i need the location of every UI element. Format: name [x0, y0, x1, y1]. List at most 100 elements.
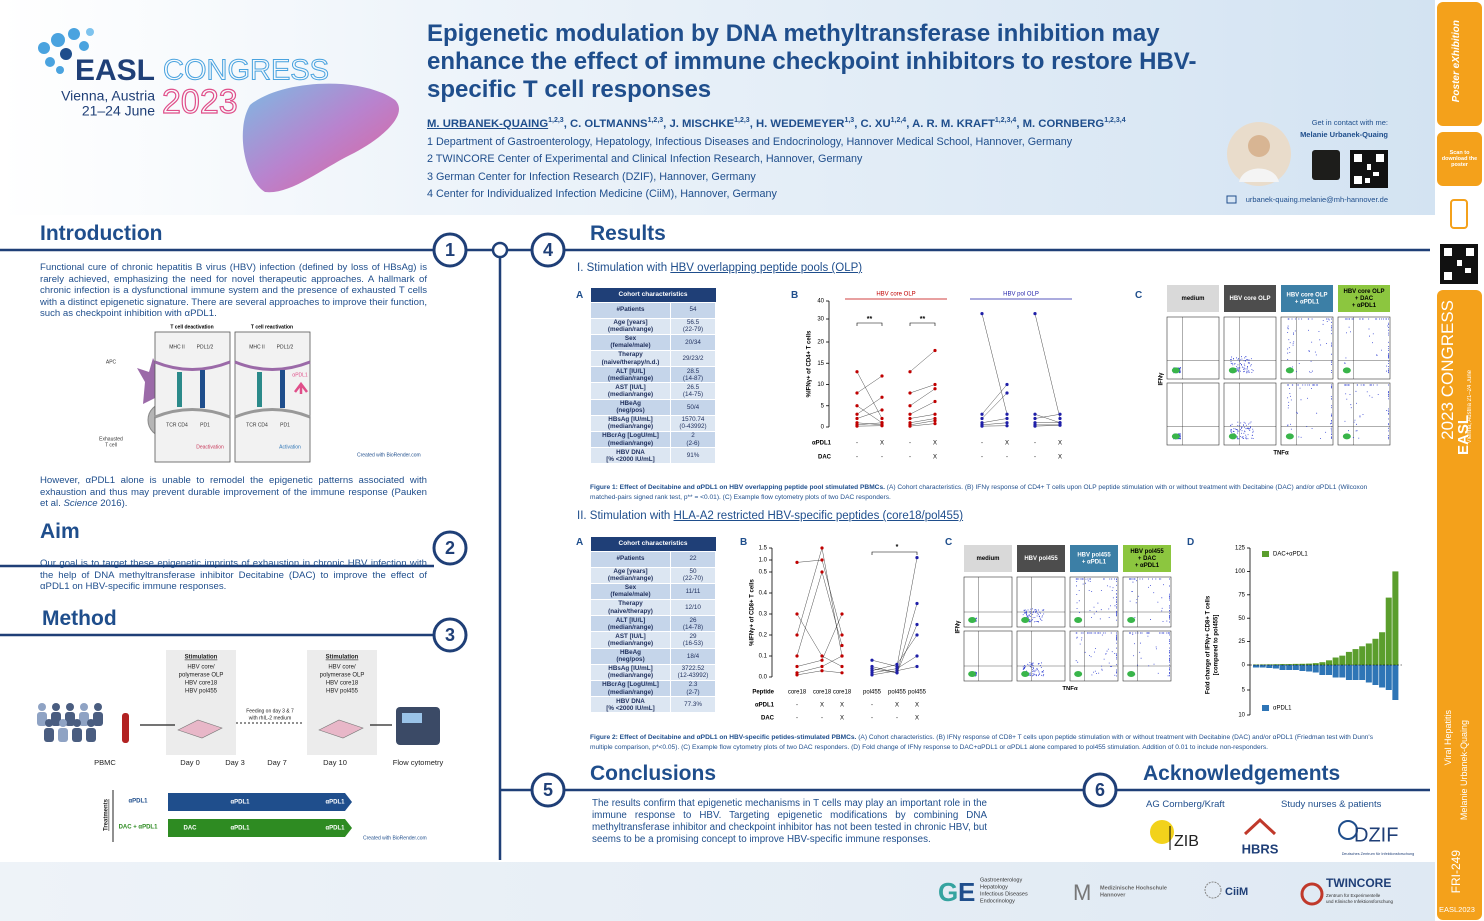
donor-point: [795, 654, 799, 658]
cell-line: 28.5: [686, 367, 700, 375]
donor-point: [880, 424, 884, 428]
flow-events: [1022, 608, 1045, 623]
section-number: 6: [1095, 780, 1105, 800]
mail-icon: [1226, 195, 1237, 204]
donor-point: [855, 424, 859, 428]
bar: [1385, 665, 1392, 690]
bar: [1326, 660, 1333, 665]
donor-point: [908, 416, 912, 421]
condition-box: [1281, 285, 1333, 312]
condition-box: [1338, 285, 1390, 312]
donor-link: [909, 420, 936, 426]
person-body: [44, 728, 54, 742]
table-row: HBsAg [IU/mL] (median/range) 3722.52 (12-43…: [590, 663, 716, 682]
well-plate: [318, 719, 364, 739]
condition-title: HBV core OLP: [1229, 296, 1270, 302]
treatment-band: [168, 793, 352, 811]
bar: [1259, 664, 1266, 665]
cell-line: HBV DNA: [616, 697, 645, 705]
donor-point: [915, 633, 919, 637]
footer-logo-text: Infectious Diseases: [980, 891, 1028, 897]
condition-box: [1123, 545, 1171, 572]
person-head: [52, 703, 60, 711]
cell-line: 11/11: [685, 587, 701, 595]
flow-events: [1075, 632, 1117, 677]
donor-point: [895, 662, 899, 666]
author-name: J. MISCHKE: [669, 117, 735, 130]
figure-label: HBV core18: [185, 681, 218, 687]
flow-events: [1129, 632, 1170, 677]
row-label: αPDL1: [755, 703, 775, 709]
liver-image: [242, 83, 399, 193]
person-head: [87, 719, 95, 727]
author-name: M. URBANEK-QUAING: [427, 117, 549, 130]
logo-hexagons: [38, 28, 94, 74]
donor-point: [1033, 412, 1037, 416]
twincore-icon: [1300, 882, 1324, 906]
flow-events: [1287, 384, 1332, 439]
synapse-box: [234, 331, 311, 463]
bar: [1319, 665, 1326, 675]
cell-line: 1570.74: [681, 416, 705, 424]
table-row: AST [IU/L] (median/range) 29 (16-53): [590, 631, 716, 649]
table-cell: 20/34: [670, 333, 716, 352]
donor-link: [796, 660, 823, 667]
section-badge: [432, 530, 468, 566]
donor-point: [1058, 423, 1062, 427]
table-cell: 54: [670, 301, 716, 319]
table-row: AST [IU/L] (median/range) 26.5 (14-75): [590, 382, 716, 400]
bar: [1312, 665, 1319, 673]
poster-title: Epigenetic modulation by DNA methyltrans…: [427, 20, 1197, 103]
table-cell: 91%: [670, 447, 716, 465]
figure-label: αPDL1: [325, 800, 345, 806]
cell-line: (14-78): [682, 623, 704, 631]
bar: [1339, 665, 1346, 678]
table-cell: 22: [670, 550, 716, 568]
table-cell: HBsAg [IU/mL] (median/range): [590, 663, 671, 682]
table-row: Sex (female/male) 20/34: [590, 333, 716, 352]
row-mark: -: [909, 441, 911, 447]
bar: [1339, 655, 1346, 665]
footer-logo-text: Hepatology: [980, 884, 1008, 890]
figure-label: MHC II: [169, 344, 185, 350]
person-body: [58, 728, 68, 742]
donor-point: [915, 601, 919, 606]
figure-label: αPDL1: [128, 799, 148, 805]
person-body: [86, 728, 96, 742]
donor-link: [909, 388, 936, 406]
row-label: DAC: [818, 455, 832, 461]
cell-line: (16-53): [682, 640, 704, 648]
logo-text: ZIB: [1174, 833, 1199, 850]
donor-link: [909, 401, 936, 415]
person-head: [59, 719, 67, 727]
donor-link: [909, 350, 936, 372]
condition-title: HBV core OLP: [1286, 293, 1327, 299]
text: (A) Cohort characteristics. (B) IFNγ res…: [590, 734, 1373, 751]
donor-point: [980, 412, 984, 416]
row-mark: -: [821, 716, 823, 722]
y-tick-label: 0.2: [759, 633, 768, 639]
table-cell: 29/23/2: [670, 350, 716, 368]
y-tick-label: 15: [817, 361, 824, 367]
cell-line: Age [years]: [613, 568, 648, 576]
figure-label: DAC + αPDL1: [119, 825, 159, 831]
section-connectors: 1 4 2 3 5 6: [0, 232, 1430, 860]
author: J. MISCHKE1,2,3: [669, 117, 756, 130]
donor-point: [908, 370, 912, 374]
panel-label: A: [576, 537, 584, 548]
donor-point: [1033, 416, 1037, 421]
bar: [1345, 651, 1352, 665]
y-tick-label: 0.1: [759, 654, 768, 660]
row-mark: -: [981, 455, 983, 461]
cell-line: 29: [689, 632, 697, 640]
bar: [1292, 665, 1299, 670]
figure-1b: 0 5 10 15 20 30 40 %IFNγ+ of CD4+ T cells HBV co…: [807, 292, 1072, 461]
cell-line: HBsAg [IU/mL]: [608, 416, 653, 424]
figure-label: PD1: [280, 422, 290, 428]
dzif-icon: [1338, 820, 1358, 840]
figure-label: Created with BioRender.com: [363, 835, 427, 841]
cell-line: (2-6): [686, 439, 700, 447]
y-tick-label: 20: [817, 340, 824, 346]
table-cell: 28.5 (14-87): [670, 366, 716, 384]
